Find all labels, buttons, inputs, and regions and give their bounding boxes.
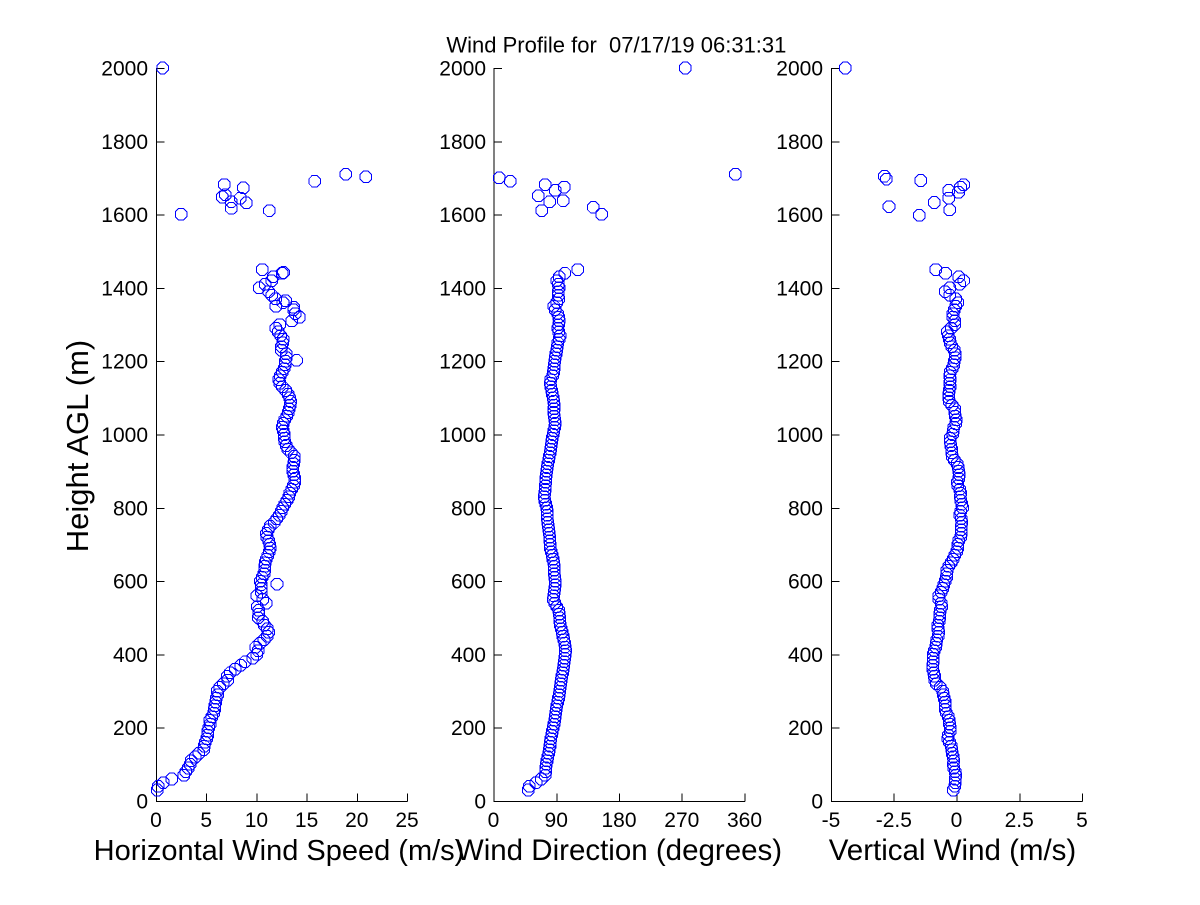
svg-text:1000: 1000 [439,424,486,447]
svg-text:800: 800 [113,497,148,520]
svg-text:2000: 2000 [439,58,486,81]
svg-text:Height AGL (m): Height AGL (m) [60,340,95,552]
svg-text:180: 180 [601,809,636,832]
svg-text:15: 15 [295,809,318,832]
svg-text:90: 90 [545,809,568,832]
svg-text:200: 200 [788,717,823,740]
svg-text:600: 600 [451,571,486,594]
svg-text:Wind Direction (degrees): Wind Direction (degrees) [456,834,782,867]
svg-text:5: 5 [1076,809,1088,832]
svg-text:25: 25 [395,809,418,832]
svg-text:1400: 1400 [101,277,148,300]
svg-text:1400: 1400 [439,277,486,300]
svg-text:0: 0 [951,809,963,832]
svg-text:200: 200 [451,717,486,740]
svg-text:270: 270 [664,809,699,832]
svg-text:1000: 1000 [101,424,148,447]
svg-text:1600: 1600 [439,204,486,227]
svg-text:2000: 2000 [101,58,148,81]
svg-text:0: 0 [474,791,486,814]
svg-text:600: 600 [788,571,823,594]
svg-text:2.5: 2.5 [1005,809,1034,832]
svg-text:800: 800 [788,497,823,520]
svg-text:0: 0 [136,791,148,814]
svg-text:1200: 1200 [101,351,148,374]
svg-text:200: 200 [113,717,148,740]
svg-text:1800: 1800 [439,131,486,154]
svg-text:600: 600 [113,571,148,594]
svg-text:-2.5: -2.5 [876,809,912,832]
svg-text:800: 800 [451,497,486,520]
svg-text:Horizontal Wind Speed (m/s): Horizontal Wind Speed (m/s) [94,835,465,867]
svg-text:1400: 1400 [776,277,823,300]
svg-text:Wind Profile for 07/17/19 06:: Wind Profile for 07/17/19 06:31:31 [446,33,786,58]
svg-text:10: 10 [245,809,268,832]
svg-text:5: 5 [200,809,212,832]
svg-text:-5: -5 [822,809,841,832]
svg-text:20: 20 [345,809,368,832]
svg-text:1800: 1800 [101,131,148,154]
svg-text:0: 0 [811,791,823,814]
svg-text:0: 0 [488,809,500,832]
svg-text:360: 360 [727,809,762,832]
svg-text:1800: 1800 [776,131,823,154]
svg-text:1200: 1200 [439,351,486,374]
svg-text:1600: 1600 [776,204,823,227]
svg-text:1000: 1000 [776,424,823,447]
svg-text:0: 0 [150,809,162,832]
svg-text:1600: 1600 [101,204,148,227]
svg-text:1200: 1200 [776,351,823,374]
svg-text:400: 400 [451,644,486,667]
svg-text:Vertical Wind (m/s): Vertical Wind (m/s) [829,834,1077,867]
svg-text:400: 400 [113,644,148,667]
svg-text:400: 400 [788,644,823,667]
svg-text:2000: 2000 [776,58,823,81]
